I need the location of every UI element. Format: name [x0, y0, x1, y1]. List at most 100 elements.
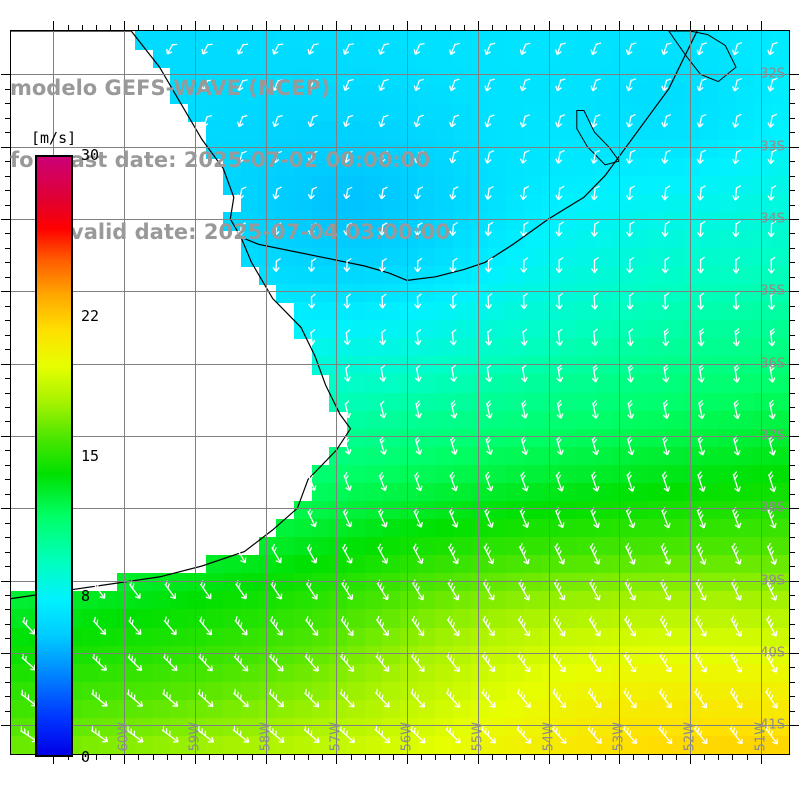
data-cell: [435, 717, 454, 737]
longitude-label: 52W: [682, 721, 698, 751]
axis-tick-minor-y: [5, 464, 10, 466]
data-cell: [470, 374, 490, 394]
data-cell: [559, 591, 578, 611]
data-cell: [453, 519, 472, 538]
data-cell: [700, 464, 720, 484]
data-cell: [612, 211, 631, 231]
axis-tick-minor-x: [675, 25, 677, 30]
data-cell: [134, 627, 154, 647]
data-cell: [453, 627, 472, 647]
data-cell: [559, 284, 578, 303]
axis-tick-minor-y: [790, 103, 795, 105]
axis-tick-minor-x: [81, 755, 83, 760]
data-cell: [629, 374, 649, 394]
axis-tick-minor-y: [790, 407, 795, 408]
data-cell: [400, 428, 419, 448]
data-cell: [665, 609, 684, 629]
data-cell: [559, 464, 578, 484]
data-cell: [541, 49, 561, 69]
data-cell: [753, 609, 773, 629]
axis-tick-minor-y: [5, 276, 10, 278]
data-cell: [541, 266, 561, 285]
data-cell: [629, 591, 649, 611]
data-cell: [559, 175, 578, 195]
data-cell: [435, 681, 454, 701]
data-cell: [311, 717, 331, 737]
data-cell: [594, 663, 614, 683]
data-cell: [612, 537, 631, 557]
data-cell: [506, 482, 525, 502]
data-cell: [470, 428, 490, 448]
data-cell: [682, 338, 702, 358]
data-cell: [753, 157, 773, 177]
data-cell: [205, 645, 225, 665]
data-cell: [240, 591, 260, 611]
axis-tick-minor-x: [350, 755, 352, 760]
data-cell: [541, 609, 561, 629]
axis-tick-major-y: [790, 74, 799, 76]
data-cell: [205, 627, 225, 647]
data-cell: [506, 374, 525, 394]
data-cell: [400, 464, 419, 484]
data-cell: [364, 681, 384, 701]
data-cell: [506, 500, 525, 520]
axis-tick-minor-y: [790, 537, 795, 539]
data-cell: [594, 302, 614, 322]
data-cell: [647, 139, 667, 159]
data-cell: [576, 211, 596, 231]
data-cell: [718, 247, 737, 267]
data-cell: [612, 193, 631, 213]
data-cell: [718, 85, 737, 105]
data-cell: [453, 609, 472, 629]
axis-tick-minor-x: [718, 755, 720, 760]
axis-tick-major-y: [1, 291, 10, 293]
data-cell: [99, 717, 118, 737]
data-cell: [435, 302, 454, 322]
data-cell: [753, 85, 773, 105]
data-cell: [771, 139, 789, 159]
data-cell: [665, 627, 684, 647]
data-cell: [347, 500, 366, 520]
data-cell: [682, 392, 702, 412]
data-cell: [470, 555, 490, 575]
data-cell: [612, 464, 631, 484]
axis-tick-minor-x: [322, 755, 324, 760]
data-cell: [488, 537, 507, 557]
axis-tick-minor-y: [5, 493, 10, 495]
data-cell: [364, 284, 384, 303]
data-cell: [276, 735, 295, 754]
data-cell: [470, 537, 490, 557]
data-cell: [718, 320, 737, 340]
axis-tick-minor-x: [223, 755, 225, 760]
data-cell: [771, 284, 789, 303]
axis-tick-minor-y: [5, 479, 10, 481]
data-cell: [700, 735, 720, 754]
data-cell: [682, 699, 702, 719]
data-cell: [382, 573, 401, 593]
data-cell: [682, 464, 702, 484]
data-cell: [629, 446, 649, 466]
data-cell: [400, 500, 419, 520]
axis-tick-minor-y: [790, 276, 795, 278]
data-cell: [736, 247, 755, 267]
data-cell: [470, 645, 490, 665]
data-cell: [523, 374, 543, 394]
axis-tick-minor-y: [790, 479, 795, 481]
data-cell: [470, 609, 490, 629]
data-cell: [523, 139, 543, 159]
axis-tick-minor-x: [95, 25, 97, 30]
data-cell: [576, 229, 596, 249]
data-cell: [81, 609, 101, 629]
data-cell: [736, 464, 755, 484]
data-cell: [736, 735, 755, 754]
data-cell: [541, 464, 561, 484]
data-cell: [134, 735, 154, 754]
data-cell: [364, 717, 384, 737]
data-cell: [435, 663, 454, 683]
data-cell: [382, 374, 401, 394]
axis-tick-minor-y: [5, 696, 10, 698]
data-cell: [629, 519, 649, 538]
axis-tick-minor-x: [661, 25, 663, 30]
data-cell: [682, 645, 702, 665]
data-cell: [612, 85, 631, 105]
